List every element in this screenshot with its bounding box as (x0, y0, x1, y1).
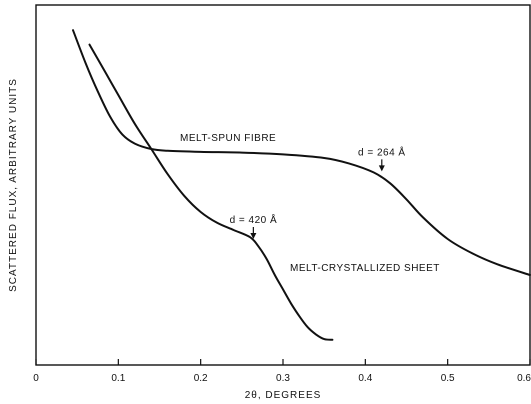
series-label-melt-spun-fibre: MELT-SPUN FIBRE (180, 133, 276, 144)
annotation-label: d = 264 Å (358, 145, 406, 158)
curve-melt-crystallized-sheet (88, 43, 334, 341)
plot-frame (35, 4, 531, 366)
curve-melt-spun-fibre (72, 29, 531, 276)
x-tick-label: 0.3 (276, 373, 290, 384)
x-tick-label: 0.1 (111, 373, 125, 384)
x-tick-label: 0.2 (194, 373, 208, 384)
x-axis-ticks: 0 0.1 0.2 0.3 0.4 0.5 0.6 (33, 359, 531, 384)
x-tick-label: 0.4 (358, 373, 372, 384)
annotation-arrowhead (378, 165, 385, 172)
x-axis-label: 2θ, DEGREES (245, 390, 322, 401)
y-axis-label: SCATTERED FLUX, ARBITRARY UNITS (8, 78, 19, 292)
x-tick-label: 0.5 (441, 373, 455, 384)
curves (72, 29, 531, 341)
annotations: d = 264 Å d = 420 Å (230, 145, 406, 239)
annotation-label: d = 420 Å (230, 213, 278, 226)
x-tick-label: 0.6 (517, 373, 531, 384)
series-label-melt-crystallized-sheet: MELT-CRYSTALLIZED SHEET (290, 263, 440, 274)
x-tick-label: 0 (33, 373, 39, 384)
annotation-arrowhead (250, 233, 257, 239)
